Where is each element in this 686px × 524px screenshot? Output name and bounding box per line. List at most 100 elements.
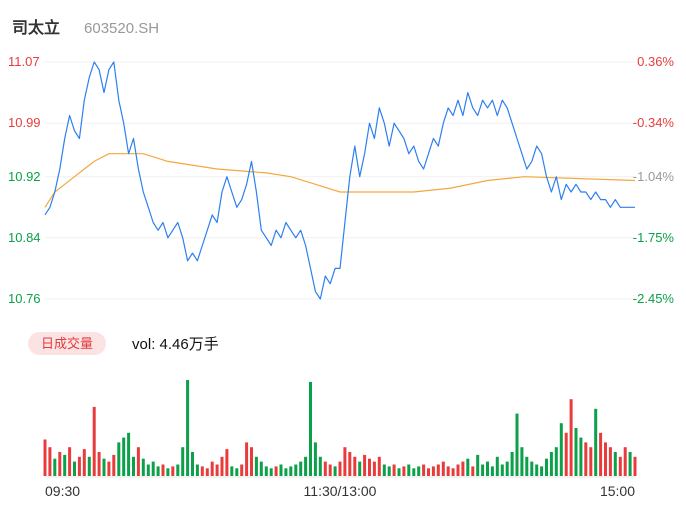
time-axis: 09:30 11:30/13:00 15:00 [0,483,686,503]
volume-bar [525,456,529,476]
price-axis-label: 10.76 [8,291,41,306]
volume-bar [245,442,249,476]
volume-bar [127,432,131,476]
volume-bar [309,381,312,476]
volume-bar [200,466,204,476]
time-label-midday: 11:30/13:00 [303,483,377,499]
volume-bar [486,461,489,476]
volume-bar [451,468,455,476]
volume-bar [589,447,593,476]
price-axis-label: 10.92 [8,168,41,184]
volume-bar [176,464,180,476]
volume-bar [372,461,376,476]
volume-bar [343,447,347,476]
volume-bar [102,458,106,476]
volume-bar [43,439,47,476]
volume-bar [436,464,440,476]
volume-bar [82,449,86,476]
volume-bar [235,468,239,476]
volume-bar [604,442,607,476]
volume-bar [274,466,278,476]
volume-total-text: vol: 4.46万手 [132,336,219,353]
volume-bar [412,468,416,476]
volume-bar [554,447,558,476]
volume-bar [323,461,327,476]
volume-bar [613,452,617,476]
volume-bar [166,468,170,476]
volume-bar [195,464,199,476]
volume-bar [313,442,317,476]
volume-bar [254,456,258,476]
price-line [44,61,635,300]
volume-bar [156,466,160,476]
volume-bar [97,452,101,476]
volume-bar [564,432,568,476]
volume-bar [471,466,475,476]
volume-bar [353,456,357,476]
pct-axis-label: -2.45% [632,291,674,306]
price-axis-label: 11.07 [8,54,40,69]
volume-bar [73,461,76,476]
volume-bar [318,456,322,476]
volume-bar [456,464,460,476]
volume-bar [495,456,499,476]
volume-bar [205,468,209,476]
volume-bar [132,456,135,476]
volume-bar [215,464,219,476]
volume-bar [328,464,332,476]
volume-bar [545,458,548,476]
volume-bar [530,461,534,476]
volume-bar [151,461,155,476]
volume-bar [584,442,588,476]
volume-bar [574,428,578,476]
volume-bar [240,464,244,476]
time-label-close: 15:00 [599,483,635,499]
volume-bar [618,456,622,476]
volume-bar [579,437,583,476]
volume-bar [387,466,391,476]
volume-bar [68,447,72,476]
volume-bar [569,399,573,476]
volume-bar [559,423,563,476]
volume-bar [431,466,435,476]
volume-bar [535,464,539,476]
volume-bar [264,466,268,476]
pct-axis-label: -1.75% [632,229,674,245]
volume-bar [53,458,57,476]
volume-bar [146,464,150,476]
volume-bar [392,464,396,476]
volume-bar [269,468,273,476]
volume-bar [466,458,470,476]
volume-bar [220,456,224,476]
volume-bar [540,466,544,476]
volume-bar [599,432,603,476]
page-title: 司太立 603520.SH [12,14,159,38]
volume-bar [77,456,81,476]
volume-bar [87,456,91,476]
volume-bar [338,461,342,476]
volume-bar [427,468,430,476]
price-axis-label: 10.99 [8,115,41,131]
volume-bar [191,452,194,476]
volume-bar [186,380,190,476]
pct-axis-label: 0.36% [637,54,674,69]
volume-bar [171,466,175,476]
volume-bar [446,466,450,476]
volume-bar [441,461,445,476]
volume-bar [225,449,229,476]
volume-bar [289,466,293,476]
volume-bar [107,461,111,476]
volume-bar [510,452,514,476]
volume-bar [608,447,612,476]
volume-bar [333,466,337,476]
volume-bar [490,466,494,476]
volume-tab-badge[interactable]: 日成交量 [28,332,107,355]
volume-bar [304,456,308,476]
volume-bar [505,461,509,476]
volume-bar [58,452,62,476]
volume-bar [520,447,524,476]
volume-bar [363,454,367,476]
volume-bar [476,454,480,476]
